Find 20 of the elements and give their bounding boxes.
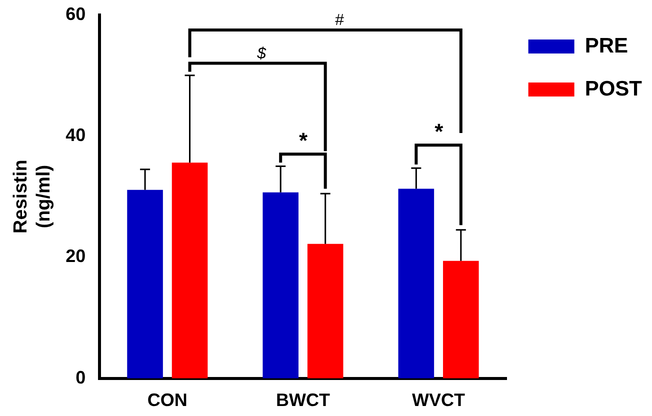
bar	[443, 260, 479, 378]
annotation: *	[434, 119, 444, 144]
legend-label: POST	[584, 77, 642, 100]
bar	[127, 190, 163, 378]
bar	[262, 192, 298, 378]
annotation: #	[334, 12, 345, 29]
annotation: $	[256, 45, 268, 62]
bar	[172, 162, 208, 378]
y-tick-label: 40	[66, 124, 86, 145]
y-tick-label: 0	[76, 367, 86, 388]
x-tick-label: BWCT	[276, 390, 330, 410]
legend-label: PRE	[584, 34, 628, 58]
y-axis-title: Resistin (ng/ml)	[10, 160, 54, 234]
y-tick-label: 20	[66, 246, 86, 266]
bar	[307, 244, 344, 378]
x-tick-label: CON	[147, 390, 188, 410]
annotation: *	[299, 128, 308, 154]
y-tick-label: 60	[66, 4, 86, 24]
bar	[398, 188, 434, 378]
x-tick-label: WVCT	[412, 390, 466, 410]
